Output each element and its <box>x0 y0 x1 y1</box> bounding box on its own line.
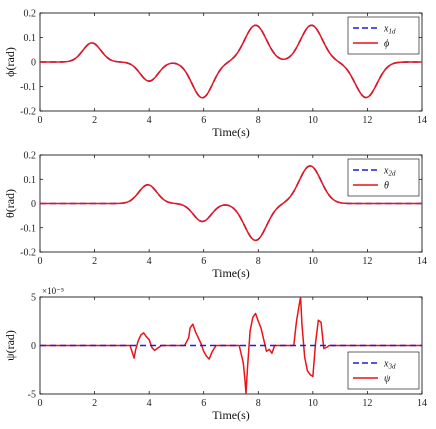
x-axis-label: Time(s) <box>212 266 250 280</box>
x-tick-label: 14 <box>417 115 427 126</box>
x-tick-label: 4 <box>147 256 152 267</box>
x-tick-label: 8 <box>256 115 261 126</box>
legend-label-x2d: x2d <box>383 166 396 178</box>
legend-box <box>347 351 420 390</box>
legend-label-x1d: x1d <box>383 24 396 36</box>
y-tick-label: 5 <box>31 293 36 304</box>
x-tick-label: 10 <box>308 256 318 267</box>
plot-area <box>40 24 422 99</box>
y-tick-label: 0.2 <box>24 9 37 20</box>
y-tick-label: -0.1 <box>20 223 36 234</box>
x-tick-label: 0 <box>38 398 43 409</box>
x-tick-label: 6 <box>201 256 206 267</box>
chart-panel-1: 0 2 4 6 8 10 12 14 0.2 0.1 0 -0.1 -0.2 Time(s) ϕ(rad) x… <box>3 9 427 140</box>
x-tick-label: 14 <box>417 256 427 267</box>
x-tick-label: 0 <box>38 115 43 126</box>
x-tick-label: 4 <box>147 398 152 409</box>
legend: x2d θ <box>347 158 420 197</box>
legend-label-ϕ: ϕ <box>384 39 389 50</box>
y-tick-label: -5 <box>28 390 36 401</box>
x-axis-label: Time(s) <box>212 408 250 422</box>
x-tick-label: 10 <box>308 398 318 409</box>
legend: x3d ψ <box>347 351 420 390</box>
x-tick-label: 12 <box>362 256 372 267</box>
x-axis-label: Time(s) <box>212 125 250 139</box>
y-tick-label: 0.1 <box>24 33 37 44</box>
y-axis-label: θ(rad) <box>3 189 17 218</box>
plot-area <box>40 165 422 242</box>
y-tick-label: 0 <box>31 341 36 352</box>
x-tick-label: 8 <box>256 398 261 409</box>
y-tick-label: 0 <box>31 58 36 69</box>
x-tick-label: 4 <box>147 115 152 126</box>
x-tick-label: 8 <box>256 256 261 267</box>
y-axis-label: ψ(rad) <box>3 330 17 361</box>
series-line-ϕ <box>40 24 422 99</box>
y-tick-label: 0 <box>31 199 36 210</box>
series-line-ψ <box>40 297 422 394</box>
y-tick-label: -0.2 <box>20 248 36 259</box>
legend-label-θ: θ <box>384 181 389 192</box>
y-tick-label: 0.2 <box>24 151 37 162</box>
legend-box <box>347 158 420 197</box>
y-axis-label: ϕ(rad) <box>3 47 17 77</box>
x-tick-label: 2 <box>92 256 97 267</box>
x-tick-label: 0 <box>38 256 43 267</box>
y-tick-label: 0.1 <box>24 175 37 186</box>
series-line-θ <box>40 165 422 242</box>
chart-panel-2: 0 2 4 6 8 10 12 14 0.2 0.1 0 -0.1 -0.2 Time(s) θ(rad) x… <box>3 151 427 281</box>
legend-label-ψ: ψ <box>384 374 391 385</box>
plot-area <box>40 297 422 394</box>
legend: x1d ϕ <box>347 16 420 55</box>
x-tick-label: 6 <box>201 398 206 409</box>
y-tick-label: -0.1 <box>20 82 36 93</box>
x-tick-label: 2 <box>92 115 97 126</box>
x-tick-label: 10 <box>308 115 318 126</box>
x-tick-label: 14 <box>417 398 427 409</box>
legend-box <box>347 16 420 55</box>
x-tick-label: 6 <box>201 115 206 126</box>
y-axis-multiplier: ×10⁻⁵ <box>42 286 64 296</box>
x-tick-label: 2 <box>92 398 97 409</box>
legend-label-x3d: x3d <box>383 359 396 371</box>
x-tick-label: 12 <box>362 115 372 126</box>
y-tick-label: -0.2 <box>20 107 36 118</box>
x-tick-label: 12 <box>362 398 372 409</box>
